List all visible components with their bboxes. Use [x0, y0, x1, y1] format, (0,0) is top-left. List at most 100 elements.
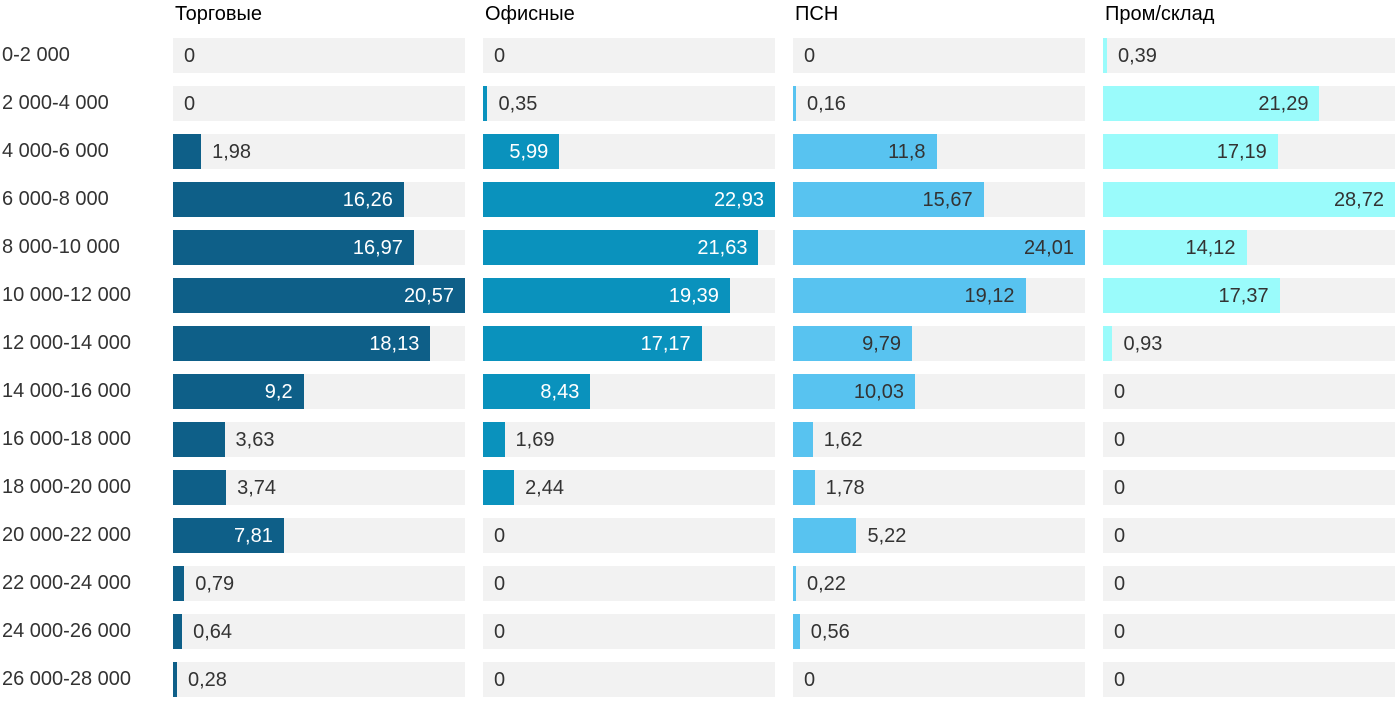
bar-value-label: 1,98: [212, 141, 252, 163]
bar-value-label: 1,62: [823, 429, 863, 451]
bar-track: 0: [1103, 422, 1395, 457]
bar-track: 0,39: [1103, 38, 1395, 73]
row-label: 6 000-8 000: [2, 188, 109, 210]
column-header-ofisnye: Офисные: [485, 3, 575, 25]
bar: [1103, 134, 1278, 169]
row-label: 18 000-20 000: [2, 476, 132, 498]
bar: [1103, 326, 1113, 361]
bar-track: 0,56: [793, 614, 1085, 649]
bar-track: 17,17: [483, 326, 775, 361]
bar-track: 16,97: [173, 230, 465, 265]
bar: [793, 326, 913, 361]
bar: [173, 614, 183, 649]
bar: [793, 422, 813, 457]
bar-value-label: 0: [494, 621, 506, 643]
bar-value-label: 21,63: [697, 237, 748, 259]
bar-track: 14,12: [1103, 230, 1395, 265]
bar-value-label: 0: [494, 525, 506, 547]
bar-value-label: 16,97: [352, 237, 403, 259]
bar-value-label: 21,29: [1258, 93, 1309, 115]
bar-track: 0: [1103, 566, 1395, 601]
bar: [1103, 230, 1247, 265]
bar-track: 0,79: [173, 566, 465, 601]
column-header-psn: ПСН: [795, 3, 839, 25]
bar: [173, 278, 465, 313]
bar-track: 9,79: [793, 326, 1085, 361]
bar-value-label: 3,74: [237, 477, 277, 499]
bar: [483, 326, 702, 361]
bar-track: 22,93: [483, 182, 775, 217]
bar: [793, 518, 857, 553]
bar: [483, 134, 560, 169]
bar-value-label: 19,39: [668, 285, 719, 307]
bar: [793, 86, 796, 121]
bar: [793, 374, 915, 409]
bar: [173, 662, 177, 697]
bar: [1103, 38, 1107, 73]
bar-track: 0: [1103, 470, 1395, 505]
bar-value-label: 17,19: [1216, 141, 1267, 163]
bar-track: 28,72: [1103, 182, 1395, 217]
bar-value-label: 15,67: [922, 189, 973, 211]
column-header-torgovye: Торговые: [175, 3, 263, 25]
row-label: 4 000-6 000: [2, 140, 109, 162]
bar-track: 5,99: [483, 134, 775, 169]
bar-value-label: 17,17: [640, 333, 691, 355]
bar: [1103, 278, 1280, 313]
bar-value-label: 17,37: [1218, 285, 1269, 307]
bar-track: 1,69: [483, 422, 775, 457]
bar-track: 8,43: [483, 374, 775, 409]
bar-value-label: 0: [494, 45, 506, 67]
bar-value-label: 1,69: [515, 429, 555, 451]
bar-track: 3,63: [173, 422, 465, 457]
bar-track: 17,19: [1103, 134, 1395, 169]
bar-track: 0,93: [1103, 326, 1395, 361]
bar-value-label: 0: [494, 669, 506, 691]
bar-value-label: 7,81: [233, 525, 273, 547]
bar-value-label: 0: [184, 45, 196, 67]
bar-track: 0: [483, 614, 775, 649]
bar-value-label: 0: [184, 93, 196, 115]
bar: [793, 134, 937, 169]
bar-value-label: 0,93: [1123, 333, 1163, 355]
bar-value-label: 9,2: [264, 381, 293, 403]
bar: [173, 566, 185, 601]
bar-value-label: 8,43: [540, 381, 580, 403]
bar: [1103, 182, 1395, 217]
bar-track: 9,2: [173, 374, 465, 409]
bar-track: 17,37: [1103, 278, 1395, 313]
bar-value-label: 0,39: [1117, 45, 1157, 67]
bar-value-label: 0,64: [193, 621, 233, 643]
row-label: 12 000-14 000: [2, 332, 132, 354]
bar: [173, 182, 404, 217]
bar-value-label: 0: [1114, 621, 1126, 643]
bar-value-label: 0,35: [498, 93, 538, 115]
bar: [793, 614, 800, 649]
bar: [173, 326, 431, 361]
row-label: 26 000-28 000: [2, 668, 132, 690]
bar-track: 7,81: [173, 518, 465, 553]
bar-track: 0: [483, 518, 775, 553]
bar-value-label: 9,79: [862, 333, 902, 355]
bar-value-label: 3,63: [235, 429, 275, 451]
bar-track: 11,8: [793, 134, 1085, 169]
bar-track: 0: [173, 38, 465, 73]
bar-track: 24,01: [793, 230, 1085, 265]
bar: [1103, 86, 1320, 121]
bar-track: 2,44: [483, 470, 775, 505]
bar-track: 0: [483, 38, 775, 73]
bar-value-label: 16,26: [342, 189, 393, 211]
bar-value-label: 0: [1114, 669, 1126, 691]
bar-value-label: 0,16: [807, 93, 846, 115]
bar: [173, 518, 284, 553]
corner-spacer: [0, 0, 155, 38]
bar: [793, 470, 815, 505]
bar-track: 0,28: [173, 662, 465, 697]
bar-value-label: 10,03: [853, 381, 904, 403]
bar-track: 21,29: [1103, 86, 1395, 121]
bar-value-label: 20,57: [403, 285, 454, 307]
bar-value-label: 11,8: [888, 141, 926, 163]
row-label: 10 000-12 000: [2, 284, 132, 306]
bar-value-label: 0,28: [187, 669, 227, 691]
